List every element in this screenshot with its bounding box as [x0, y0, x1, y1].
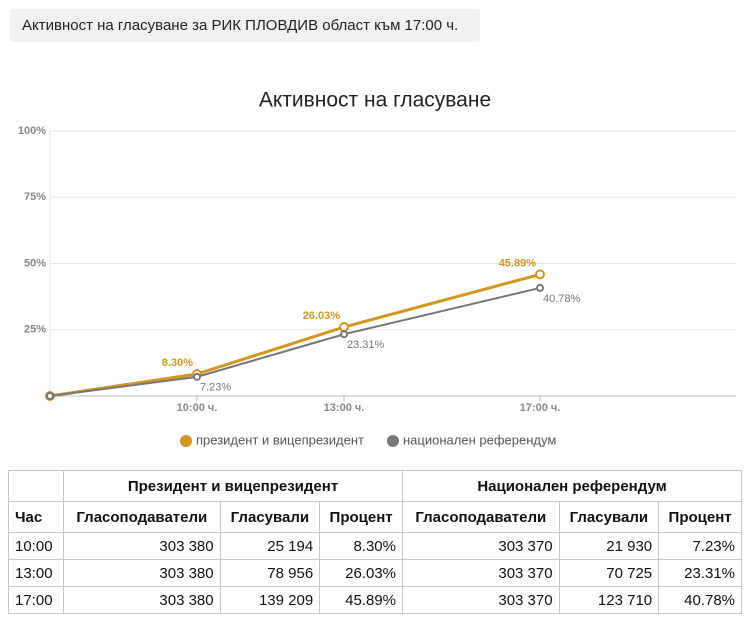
- series-line: [49, 286, 541, 397]
- table-cell: 139 209: [219, 586, 321, 614]
- data-label: 45.89%: [499, 257, 537, 269]
- column-row: Час Гласоподаватели Гласували Процент Гласоп…: [7, 501, 742, 533]
- column-header: Процент: [658, 501, 742, 533]
- table-row: 13:00 303 380 78 956 26.03% 303 370 70 725 23.…: [7, 559, 742, 587]
- group-header: Национален референдум: [402, 470, 742, 502]
- data-point: [535, 269, 545, 280]
- table-cell: 17:00: [7, 586, 65, 614]
- table-cell: 303 370: [402, 532, 560, 560]
- table-cell: 70 725: [558, 559, 660, 587]
- legend-label: национален референдум: [403, 432, 556, 447]
- data-point: [193, 372, 201, 381]
- column-header: Гласоподаватели: [63, 501, 221, 533]
- table-cell: 303 370: [402, 586, 560, 614]
- table-cell: 303 370: [402, 559, 560, 587]
- chart-title: Активност на гласуване: [259, 89, 491, 112]
- y-tick-label: 100%: [18, 125, 46, 137]
- group-row: Президент и вицепрезидент Национален реф…: [7, 470, 742, 502]
- column-header: Процент: [319, 501, 403, 533]
- table-cell: 303 380: [63, 559, 221, 587]
- y-tick-label: 75%: [24, 191, 46, 203]
- series-line: [49, 272, 541, 398]
- data-label: 7.23%: [200, 382, 231, 394]
- legend-label: президент и вицепрезидент: [196, 432, 364, 447]
- table-cell: 7.23%: [658, 532, 742, 560]
- table-cell: 123 710: [558, 586, 660, 614]
- group-header: Президент и вицепрезидент: [63, 470, 403, 502]
- table-cell: 25 194: [219, 532, 321, 560]
- column-header: Гласоподаватели: [402, 501, 560, 533]
- data-point: [339, 322, 349, 333]
- table-row: 17:00 303 380 139 209 45.89% 303 370 123 710 4…: [7, 586, 742, 614]
- table-cell: 78 956: [219, 559, 321, 587]
- table-cell: 40.78%: [658, 586, 742, 614]
- table-cell: 303 380: [63, 532, 221, 560]
- data-label: 26.03%: [303, 310, 341, 322]
- data-label: 8.30%: [162, 357, 193, 369]
- legend-swatch: [387, 435, 399, 447]
- data-point: [46, 392, 54, 400]
- x-tick-label: 17:00 ч.: [520, 402, 561, 414]
- data-label: 23.31%: [347, 339, 385, 351]
- data-point: [536, 283, 544, 292]
- table-cell: 13:00: [7, 559, 65, 587]
- column-header: Гласували: [558, 501, 660, 533]
- table-cell: 21 930: [558, 532, 660, 560]
- table-cell: 8.30%: [319, 532, 403, 560]
- column-header: Гласували: [219, 501, 321, 533]
- x-tick-label: 10:00 ч.: [177, 402, 218, 414]
- y-tick-label: 50%: [24, 257, 46, 269]
- table-cell: 10:00: [7, 532, 65, 560]
- column-header: Час: [7, 501, 65, 533]
- x-tick-label: 13:00 ч.: [324, 402, 365, 414]
- empty-cell: [7, 470, 65, 502]
- results-table: Президент и вицепрезидент Национален реф…: [7, 470, 742, 614]
- table-cell: 26.03%: [319, 559, 403, 587]
- data-label: 40.78%: [543, 293, 581, 305]
- page-header: Активност на гласуване за РИК ПЛОВДИВ об…: [10, 9, 480, 42]
- y-tick-label: 25%: [24, 324, 46, 336]
- table-row: 10:00 303 380 25 194 8.30% 303 370 21 930 7.23…: [7, 532, 742, 560]
- legend-swatch: [180, 435, 192, 447]
- chart: Активност на гласуване 25% 50% 75% 100% 10:0…: [18, 89, 736, 447]
- table-cell: 45.89%: [319, 586, 403, 614]
- table-cell: 23.31%: [658, 559, 742, 587]
- data-point: [340, 330, 348, 339]
- table-cell: 303 380: [63, 586, 221, 614]
